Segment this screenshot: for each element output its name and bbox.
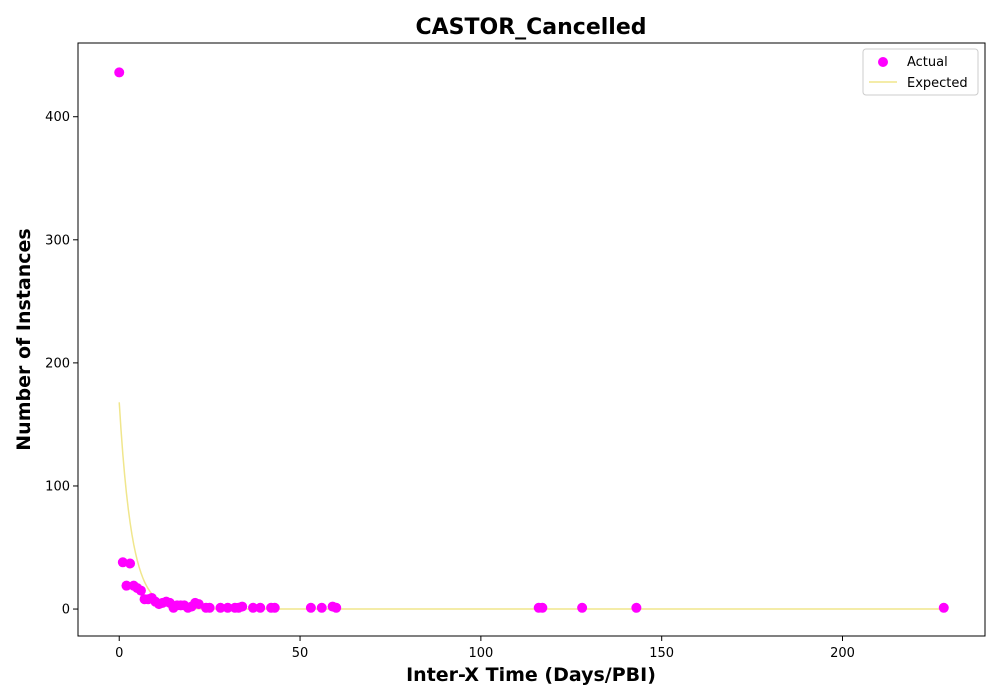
legend: Actual Expected bbox=[862, 48, 979, 96]
y-axis-ticks: 0 100 200 300 400 bbox=[45, 110, 78, 618]
series-layer bbox=[114, 67, 949, 613]
actual-point bbox=[631, 602, 642, 613]
actual-point bbox=[577, 602, 588, 613]
x-tick-label: 150 bbox=[649, 646, 674, 661]
actual-point bbox=[255, 602, 266, 613]
actual-point bbox=[135, 585, 146, 596]
actual-point bbox=[125, 558, 136, 569]
actual-point bbox=[537, 602, 548, 613]
legend-expected-label: Expected bbox=[907, 76, 968, 91]
legend-actual-label: Actual bbox=[907, 55, 948, 70]
x-tick-label: 100 bbox=[468, 646, 493, 661]
legend-actual-marker bbox=[878, 57, 888, 67]
y-tick-label: 300 bbox=[45, 233, 70, 248]
actual-point bbox=[121, 580, 132, 591]
actual-point bbox=[114, 67, 125, 78]
y-tick-label: 100 bbox=[45, 479, 70, 494]
plot-area bbox=[77, 42, 986, 637]
actual-point bbox=[248, 602, 259, 613]
actual-point bbox=[331, 602, 342, 613]
x-axis-ticks: 0 50 100 150 200 bbox=[115, 636, 855, 661]
x-tick-label: 0 bbox=[115, 646, 123, 661]
actual-point bbox=[237, 601, 248, 612]
x-tick-label: 200 bbox=[830, 646, 855, 661]
y-tick-label: 0 bbox=[62, 603, 70, 618]
actual-point bbox=[222, 602, 233, 613]
actual-point bbox=[269, 602, 280, 613]
chart-title: CASTOR_Cancelled bbox=[415, 15, 646, 40]
actual-point bbox=[215, 602, 226, 613]
actual-point bbox=[316, 602, 327, 613]
actual-point bbox=[204, 602, 215, 613]
legend-box bbox=[862, 48, 979, 96]
plot-frame bbox=[77, 42, 986, 637]
actual-point bbox=[938, 602, 949, 613]
y-tick-label: 400 bbox=[45, 110, 70, 125]
x-axis-label: Inter-X Time (Days/PBI) bbox=[406, 664, 656, 686]
y-axis-label: Number of Instances bbox=[13, 228, 35, 450]
x-tick-label: 50 bbox=[292, 646, 309, 661]
y-tick-label: 200 bbox=[45, 356, 70, 371]
actual-point bbox=[305, 602, 316, 613]
